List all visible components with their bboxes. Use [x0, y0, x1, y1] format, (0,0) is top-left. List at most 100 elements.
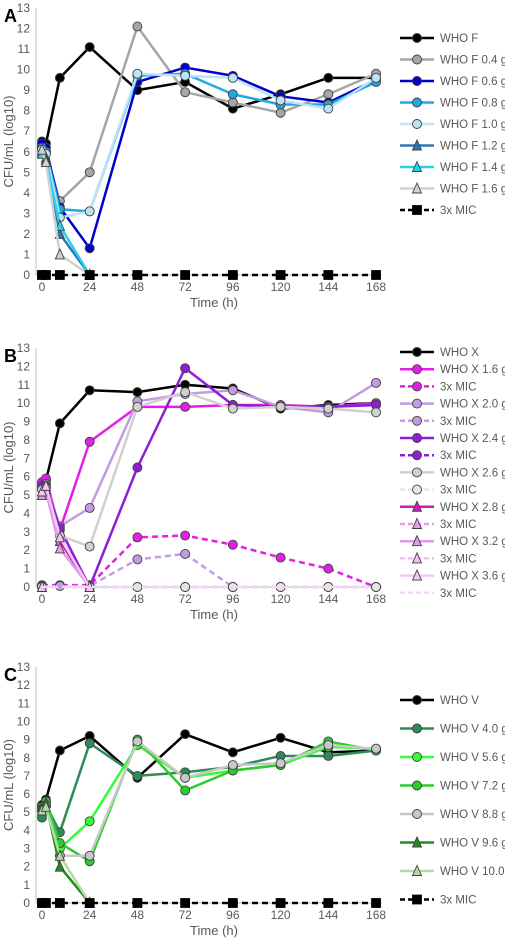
data-point	[54, 270, 65, 280]
data-point	[227, 89, 238, 100]
data-point	[40, 155, 52, 167]
data-point	[180, 898, 191, 908]
series-line	[41, 45, 377, 145]
series-line	[40, 149, 91, 277]
legend-label: WHO F 0.8 g	[440, 98, 505, 110]
data-point	[84, 42, 95, 52]
data-point	[180, 401, 191, 412]
data-point	[227, 539, 238, 550]
legend-swatch-marker	[412, 450, 422, 461]
data-point	[371, 898, 381, 908]
x-tick-label: 120	[271, 280, 291, 294]
y-tick-label: 4	[23, 823, 30, 837]
y-tick-label: 6	[23, 787, 30, 801]
series-6	[37, 363, 381, 592]
data-point	[227, 72, 238, 83]
legend-swatch-marker	[411, 138, 423, 151]
data-point	[275, 758, 286, 769]
x-tick-label: 24	[83, 908, 97, 922]
y-tick-label: 6	[23, 470, 30, 484]
x-tick-label: 168	[366, 592, 386, 606]
data-point	[132, 898, 143, 908]
data-point	[275, 552, 286, 563]
series-line	[40, 732, 377, 806]
data-point	[180, 729, 191, 740]
legend-label: 3x MIC	[440, 381, 476, 393]
data-point	[84, 898, 95, 908]
x-tick-label: 48	[131, 280, 145, 294]
y-tick-label: 10	[17, 396, 31, 410]
y-tick-label: 11	[18, 378, 31, 392]
legend-swatch-marker	[412, 894, 422, 905]
x-tick-label: 144	[318, 592, 338, 606]
data-point	[323, 740, 334, 751]
legend-swatch-marker	[412, 484, 422, 495]
data-point	[54, 247, 66, 260]
data-point	[54, 72, 65, 83]
x-tick-label: 72	[178, 908, 192, 922]
data-point	[84, 541, 95, 552]
panel-label: B	[4, 346, 17, 366]
data-point	[227, 898, 238, 908]
legend-label: 3x MIC	[440, 553, 476, 565]
panel-label: A	[4, 6, 17, 26]
data-point	[323, 89, 334, 100]
data-point	[54, 418, 65, 429]
y-tick-label: 9	[23, 415, 30, 429]
data-point	[84, 816, 95, 827]
y-tick-label: 12	[17, 22, 31, 36]
y-tick-label: 2	[23, 543, 30, 557]
data-point	[227, 760, 238, 770]
x-tick-label: 144	[318, 908, 338, 922]
y-tick-label: 9	[23, 733, 30, 747]
legend-swatch-marker	[412, 723, 422, 734]
x-tick-label: 24	[83, 280, 97, 294]
data-point	[323, 563, 334, 574]
data-point	[180, 785, 191, 796]
y-tick-label: 6	[23, 145, 30, 159]
data-point	[132, 462, 143, 473]
legend-label: WHO F 1.6 g	[440, 184, 505, 196]
data-point	[54, 849, 66, 861]
legend-label: WHO F	[440, 33, 478, 45]
data-point	[41, 270, 51, 280]
y-tick-label: 2	[23, 227, 30, 241]
legend-swatch-marker	[412, 752, 422, 762]
data-point	[323, 898, 334, 908]
y-tick-label: 4	[23, 186, 30, 200]
legend: WHO F WHO F 0.4 g WHO F 0.6 g WHO F 0.8 g WH…	[400, 33, 505, 217]
data-point	[180, 87, 191, 98]
series-1	[37, 379, 381, 491]
data-point	[180, 363, 191, 374]
series-14	[36, 479, 95, 592]
data-point	[36, 143, 48, 155]
legend-label: WHO X 1.6 g	[440, 364, 505, 376]
y-tick-label: 7	[23, 451, 30, 465]
data-point	[132, 270, 143, 280]
y-tick-label: 13	[17, 1, 31, 15]
legend-swatch-marker	[412, 54, 422, 65]
legend-label: WHO F 1.4 g	[440, 162, 505, 174]
y-tick-label: 13	[17, 660, 31, 674]
data-point	[84, 206, 95, 217]
data-point	[84, 502, 95, 513]
data-point	[323, 72, 334, 83]
legend-swatch-marker	[411, 569, 423, 581]
data-point	[227, 403, 238, 414]
legend-swatch-marker	[411, 864, 423, 876]
data-point	[371, 72, 381, 83]
x-tick-label: 144	[318, 280, 338, 294]
legend-label: WHO V	[440, 695, 479, 707]
data-point	[84, 436, 95, 447]
data-point	[132, 21, 143, 32]
data-point	[132, 554, 143, 565]
y-tick-label: 1	[23, 878, 30, 892]
data-point	[54, 541, 66, 554]
y-tick-label: 8	[23, 751, 30, 765]
y-tick-label: 10	[17, 714, 31, 728]
legend-label: WHO V 9.6 g	[440, 838, 505, 850]
y-tick-label: 3	[23, 525, 30, 539]
legend-swatch-marker	[411, 835, 423, 848]
data-point	[275, 401, 286, 412]
data-point	[323, 270, 334, 280]
